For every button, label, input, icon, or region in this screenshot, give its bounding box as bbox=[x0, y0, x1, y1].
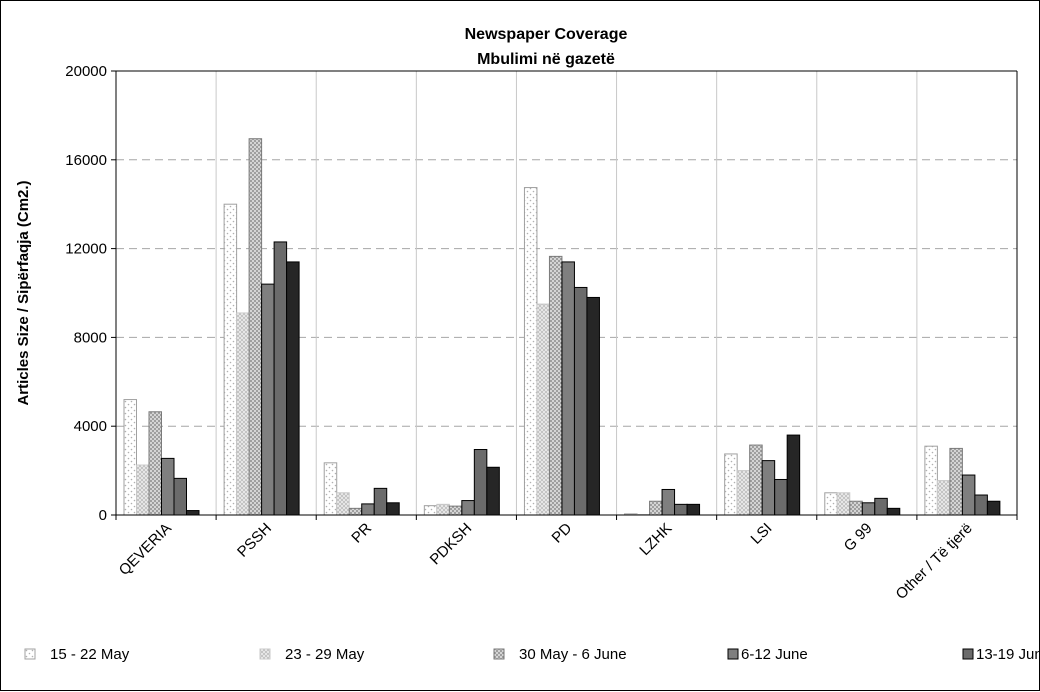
y-axis-label: Articles Size / Sipërfaqja (Cm2.) bbox=[15, 180, 32, 405]
x-tick-label: PSSH bbox=[234, 520, 275, 561]
legend-swatch bbox=[493, 648, 505, 660]
y-tick-label: 12000 bbox=[65, 241, 107, 258]
bar bbox=[173, 477, 187, 516]
legend-swatch bbox=[962, 648, 974, 660]
bar bbox=[336, 492, 350, 516]
legend-label: 30 May - 6 June bbox=[519, 646, 627, 663]
legend: 15 - 22 May 23 - 29 May 30 May - 6 June 6-1… bbox=[24, 646, 1040, 663]
category-separators bbox=[215, 71, 918, 515]
bar bbox=[448, 505, 463, 516]
x-tick-label: Other / Të tjerë bbox=[893, 520, 976, 603]
bar bbox=[536, 303, 550, 516]
bar bbox=[849, 500, 863, 516]
bar bbox=[473, 449, 488, 516]
legend-swatch bbox=[727, 648, 739, 660]
legend-label: 15 - 22 May bbox=[50, 646, 130, 663]
bar bbox=[573, 286, 588, 516]
x-tick-label: LSI bbox=[748, 520, 776, 548]
bar bbox=[436, 503, 450, 516]
bar bbox=[486, 466, 500, 516]
bar bbox=[361, 503, 375, 516]
chart-title: Newspaper Coverage bbox=[465, 26, 628, 43]
bar bbox=[861, 502, 876, 516]
bar bbox=[186, 510, 200, 516]
bar bbox=[386, 502, 400, 516]
x-tick-label: PD bbox=[549, 520, 576, 547]
bar bbox=[886, 507, 901, 516]
x-tick-labels: QEVERIA PSSH PR PDKSH PD LZHK LSI G 99 Other / T… bbox=[116, 520, 976, 603]
bar bbox=[561, 261, 575, 516]
bar bbox=[273, 241, 288, 516]
bar bbox=[674, 503, 688, 516]
y-tick-label: 20000 bbox=[65, 63, 107, 80]
bar bbox=[924, 445, 938, 516]
legend-label: 13-19 June bbox=[976, 646, 1040, 663]
bars bbox=[123, 138, 1001, 516]
legend-swatch bbox=[259, 648, 271, 660]
bar bbox=[548, 255, 563, 516]
bar bbox=[148, 411, 162, 516]
bar bbox=[236, 312, 250, 516]
bar bbox=[136, 464, 150, 516]
bar bbox=[661, 488, 676, 516]
y-tick-label: 8000 bbox=[74, 329, 107, 346]
y-tick-label: 16000 bbox=[65, 152, 107, 169]
bar bbox=[348, 507, 363, 516]
bar bbox=[523, 187, 538, 516]
axes bbox=[111, 70, 1018, 520]
x-tick-label: QEVERIA bbox=[116, 520, 175, 579]
bar bbox=[586, 296, 600, 516]
bar bbox=[261, 283, 275, 516]
bar bbox=[123, 399, 137, 516]
legend-label: 23 - 29 May bbox=[285, 646, 365, 663]
bar bbox=[836, 492, 851, 516]
bar bbox=[373, 487, 388, 516]
bar bbox=[286, 261, 300, 516]
bar bbox=[874, 497, 888, 516]
bar bbox=[248, 138, 263, 516]
bar bbox=[949, 447, 963, 516]
bar bbox=[736, 470, 751, 516]
bar bbox=[223, 203, 238, 516]
y-tick-label: 0 bbox=[99, 507, 107, 524]
bar bbox=[323, 462, 338, 516]
bar bbox=[724, 453, 738, 516]
bar bbox=[761, 460, 776, 516]
bar bbox=[961, 474, 976, 516]
legend-label: 6-12 June bbox=[741, 646, 808, 663]
bar bbox=[774, 478, 788, 516]
bar bbox=[749, 444, 763, 516]
x-tick-label: G 99 bbox=[841, 520, 876, 555]
chart-subtitle: Mbulimi në gazetë bbox=[477, 51, 615, 68]
y-tick-label: 4000 bbox=[74, 418, 107, 435]
bar bbox=[461, 500, 475, 516]
bar bbox=[649, 500, 663, 516]
bar bbox=[423, 505, 438, 516]
bar bbox=[824, 492, 838, 516]
x-tick-label: PDKSH bbox=[427, 520, 476, 569]
bar bbox=[161, 457, 175, 516]
bar bbox=[936, 480, 951, 516]
bar bbox=[986, 500, 1001, 516]
bar bbox=[786, 434, 801, 516]
x-tick-label: LZHK bbox=[636, 520, 675, 559]
legend-swatch bbox=[24, 648, 36, 660]
bar bbox=[686, 503, 701, 516]
y-tick-labels: 0 4000 8000 12000 16000 20000 bbox=[65, 63, 107, 524]
bar bbox=[974, 494, 988, 516]
x-tick-label: PR bbox=[348, 520, 375, 547]
